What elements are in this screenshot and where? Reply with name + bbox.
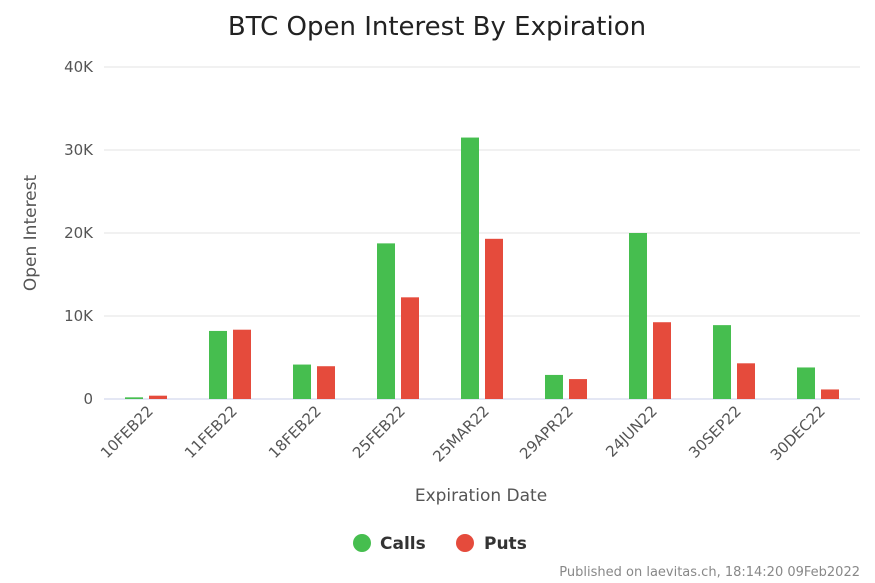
y-tick-label: 0: [83, 390, 93, 408]
bar-puts-30sep22[interactable]: [737, 363, 755, 399]
x-axis-ticks: 10FEB22 11FEB22 18FEB22 25FEB22 25MAR22 29APR…: [97, 402, 829, 466]
bar-puts-11feb22[interactable]: [233, 329, 251, 399]
bar-puts-18feb22[interactable]: [317, 366, 335, 399]
y-tick-label: 10K: [64, 307, 94, 325]
legend-item-puts[interactable]: Puts: [456, 534, 527, 554]
bar-puts-30dec22[interactable]: [821, 389, 839, 399]
x-tick-label: 25MAR22: [429, 402, 493, 466]
bar-calls-24jun22[interactable]: [629, 233, 647, 399]
x-tick-label: 18FEB22: [265, 402, 325, 462]
x-tick-label: 10FEB22: [97, 402, 157, 462]
x-axis-title: Expiration Date: [415, 486, 547, 506]
legend[interactable]: Calls Puts: [353, 534, 527, 554]
bar-puts-29apr22[interactable]: [569, 379, 587, 399]
y-axis-ticks: 0 10K 20K 30K 40K: [64, 58, 94, 408]
bar-puts-25feb22[interactable]: [401, 297, 419, 399]
legend-label-calls: Calls: [380, 534, 426, 554]
y-tick-label: 30K: [64, 141, 94, 159]
legend-swatch-puts: [456, 534, 474, 552]
legend-label-puts: Puts: [484, 534, 527, 554]
bar-calls-25feb22[interactable]: [377, 243, 395, 399]
y-tick-label: 40K: [64, 58, 94, 76]
legend-item-calls[interactable]: Calls: [353, 534, 426, 554]
bar-calls-11feb22[interactable]: [209, 330, 227, 399]
y-tick-label: 20K: [64, 224, 94, 242]
credit-text: Published on laevitas.ch, 18:14:20 09Feb…: [559, 565, 860, 580]
bars: [125, 137, 839, 400]
bar-puts-10feb22[interactable]: [149, 395, 167, 399]
bar-puts-24jun22[interactable]: [653, 322, 671, 399]
bar-calls-29apr22[interactable]: [545, 374, 563, 399]
x-tick-label: 11FEB22: [181, 402, 241, 462]
chart-title: BTC Open Interest By Expiration: [228, 12, 646, 42]
y-axis-title: Open Interest: [21, 175, 41, 292]
legend-swatch-calls: [353, 534, 371, 552]
bar-calls-25mar22[interactable]: [461, 137, 479, 400]
x-tick-label: 24JUN22: [602, 402, 661, 461]
x-tick-label: 30SEP22: [685, 402, 745, 462]
bar-calls-30sep22[interactable]: [713, 325, 731, 399]
x-tick-label: 30DEC22: [767, 402, 829, 464]
x-tick-label: 25FEB22: [349, 402, 409, 462]
x-tick-label: 29APR22: [516, 402, 577, 463]
gridlines: [104, 66, 860, 400]
bar-calls-18feb22[interactable]: [293, 364, 311, 399]
bar-calls-30dec22[interactable]: [797, 367, 815, 399]
bar-calls-10feb22[interactable]: [125, 397, 143, 399]
bar-puts-25mar22[interactable]: [485, 238, 503, 399]
